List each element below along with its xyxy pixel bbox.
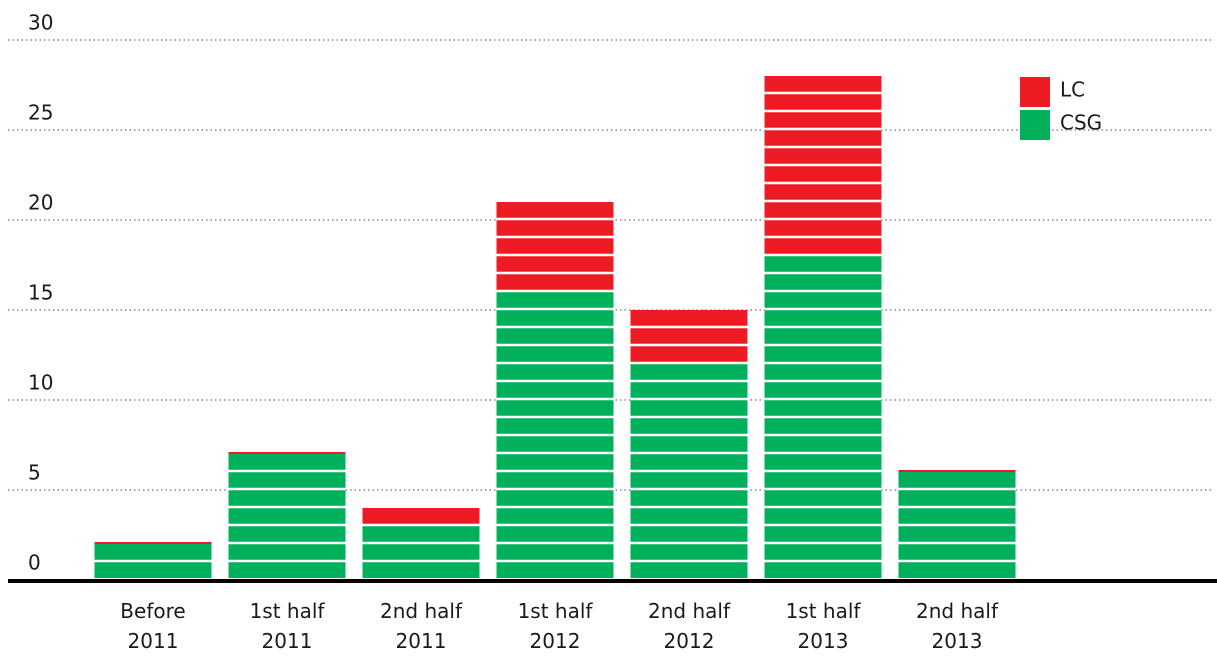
x-tick-label: 2nd half 2011	[380, 599, 463, 653]
x-tick-line: 2011	[396, 629, 447, 653]
x-tick-label: 1st half 2013	[786, 599, 862, 653]
bar-segment	[362, 526, 480, 578]
x-tick-label: 2nd half 2013	[916, 599, 999, 653]
bar-segment	[630, 310, 748, 362]
bar-segment	[898, 470, 1016, 472]
y-tick-label: 25	[28, 101, 53, 125]
legend-label: CSG	[1060, 111, 1102, 135]
bar-segment	[362, 508, 480, 524]
y-tick-label: 15	[28, 281, 53, 305]
x-tick-label: Before 2011	[120, 599, 185, 653]
x-tick-line: 2nd half	[916, 599, 999, 623]
x-tick-line: Before	[120, 599, 185, 623]
x-tick-line: 2011	[262, 629, 313, 653]
y-tick-label: 30	[28, 11, 53, 35]
bar-segment	[228, 452, 346, 454]
x-tick-line: 1st half	[518, 599, 594, 623]
legend-swatch	[1020, 110, 1050, 140]
x-tick-line: 1st half	[250, 599, 326, 623]
x-tick-line: 2012	[530, 629, 581, 653]
x-tick-line: 2013	[932, 629, 983, 653]
y-tick-label: 10	[28, 371, 53, 395]
x-tick-line: 2013	[798, 629, 849, 653]
x-tick-label: 1st half 2011	[250, 599, 326, 653]
bar-segment	[496, 202, 614, 290]
y-tick-label: 20	[28, 191, 53, 215]
x-tick-line: 2011	[128, 629, 179, 653]
y-tick-label: 5	[28, 461, 41, 485]
x-tick-label: 2nd half 2012	[648, 599, 731, 653]
x-tick-line: 2012	[664, 629, 715, 653]
legend-label: LC	[1060, 78, 1085, 102]
bar-segment	[228, 454, 346, 578]
x-tick-line: 2nd half	[380, 599, 463, 623]
bar-segment	[94, 542, 212, 544]
legend-swatch	[1020, 77, 1050, 107]
x-tick-label: 1st half 2012	[518, 599, 594, 653]
x-tick-line: 1st half	[786, 599, 862, 623]
x-tick-line: 2nd half	[648, 599, 731, 623]
y-tick-label: 0	[28, 551, 41, 575]
